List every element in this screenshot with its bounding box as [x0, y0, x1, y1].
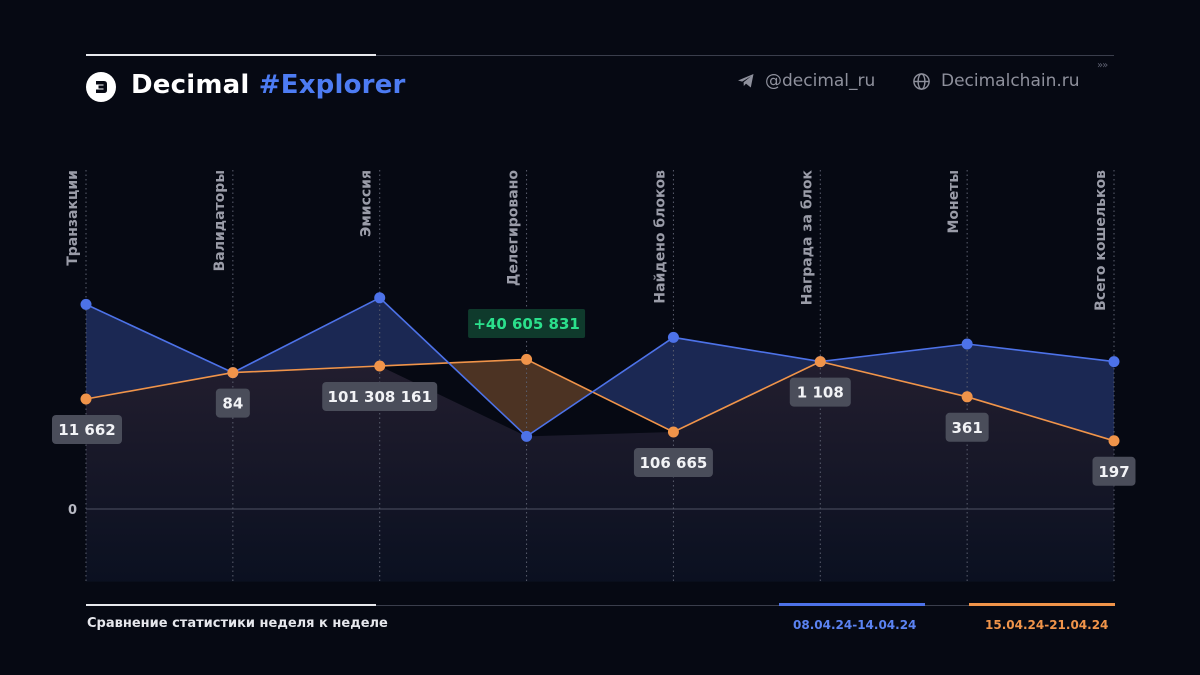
value-label-text: 1 108 — [797, 384, 844, 402]
website-link: Decimalchain.ru — [941, 71, 1080, 91]
y-tick-label: 0 — [68, 503, 77, 518]
value-label-bg — [1092, 456, 1136, 486]
data-point-week1 — [374, 292, 386, 304]
data-point-week2 — [227, 367, 239, 379]
difference-area — [526, 359, 593, 437]
value-label-bg — [945, 412, 989, 442]
difference-area — [673, 337, 821, 432]
telegram-icon — [738, 74, 754, 88]
brand-title: Decimal #Explorer — [131, 70, 406, 100]
data-point-week2 — [374, 360, 386, 372]
data-point-week2 — [814, 356, 826, 368]
brand-name: Decimal — [131, 70, 250, 100]
globe-icon — [913, 72, 930, 90]
value-label: 361 — [945, 412, 989, 442]
data-point-week1 — [521, 430, 533, 442]
delta-annotation: +40 605 831 — [468, 309, 586, 338]
category-label: Всего кошельков — [1093, 170, 1109, 311]
decimal-logo-icon — [86, 72, 116, 102]
difference-area — [967, 344, 1114, 441]
value-label-bg — [789, 377, 851, 407]
value-label: 106 665 — [633, 448, 713, 477]
data-point-week2 — [961, 391, 973, 403]
value-label-bg — [633, 448, 713, 477]
category-label: Делегировано — [506, 170, 522, 286]
category-label: Транзакции — [65, 170, 81, 266]
value-label-text: 361 — [951, 419, 982, 437]
chevrons-icon: »» — [1097, 60, 1108, 71]
data-point-week1 — [961, 338, 973, 350]
legend-label-week1: 08.04.24-14.04.24 — [793, 618, 917, 632]
value-label-bg — [52, 415, 122, 444]
value-label-text: 106 665 — [639, 454, 707, 472]
value-label: 1 108 — [789, 377, 851, 407]
category-label: Эмиссия — [359, 170, 375, 237]
value-label-bg — [215, 388, 250, 418]
value-label-text: 197 — [1098, 463, 1129, 481]
category-label: Найдено блоков — [652, 170, 668, 304]
data-point-week2 — [667, 426, 679, 438]
data-point-week1 — [80, 298, 92, 310]
data-point-week1 — [1108, 356, 1120, 368]
footer-accent-rule — [86, 604, 376, 606]
data-point-week2 — [521, 353, 533, 365]
value-label: 11 662 — [52, 415, 122, 444]
telegram-contact[interactable]: @decimal_ru — [737, 71, 875, 91]
value-label: 197 — [1092, 456, 1136, 486]
website-contact[interactable]: Decimalchain.ru — [912, 71, 1080, 91]
data-point-week1 — [667, 331, 679, 343]
value-label: 84 — [215, 388, 250, 418]
footer-rule — [376, 605, 1114, 606]
data-point-week2 — [80, 393, 92, 405]
legend-swatch-week1 — [779, 603, 925, 606]
legend-swatch-week2 — [969, 603, 1115, 606]
value-label-text: 101 308 161 — [328, 388, 432, 406]
series-line-week2 — [85, 358, 1115, 442]
series-line-week1 — [85, 296, 1115, 438]
brand-accent: #Explorer — [258, 70, 406, 100]
data-point-week2 — [1108, 435, 1120, 447]
chart-caption: Сравнение статистики неделя к неделе — [87, 616, 388, 631]
category-label: Награда за блок — [799, 170, 815, 306]
value-label-text: 84 — [222, 395, 243, 413]
telegram-handle: @decimal_ru — [765, 71, 876, 91]
difference-area — [592, 337, 674, 432]
value-label: 101 308 161 — [322, 382, 438, 411]
category-label: Валидаторы — [212, 170, 228, 271]
delta-annotation-text: +40 605 831 — [473, 315, 580, 333]
difference-area — [86, 304, 233, 399]
header-rule — [376, 55, 1114, 56]
value-label-bg — [322, 382, 438, 411]
category-label: Монеты — [946, 170, 962, 234]
delta-annotation-bg — [468, 309, 586, 338]
header-accent-rule — [86, 54, 376, 56]
legend-label-week2: 15.04.24-21.04.24 — [985, 618, 1109, 632]
value-label-text: 11 662 — [58, 421, 115, 439]
chart-base-area — [86, 361, 1114, 582]
